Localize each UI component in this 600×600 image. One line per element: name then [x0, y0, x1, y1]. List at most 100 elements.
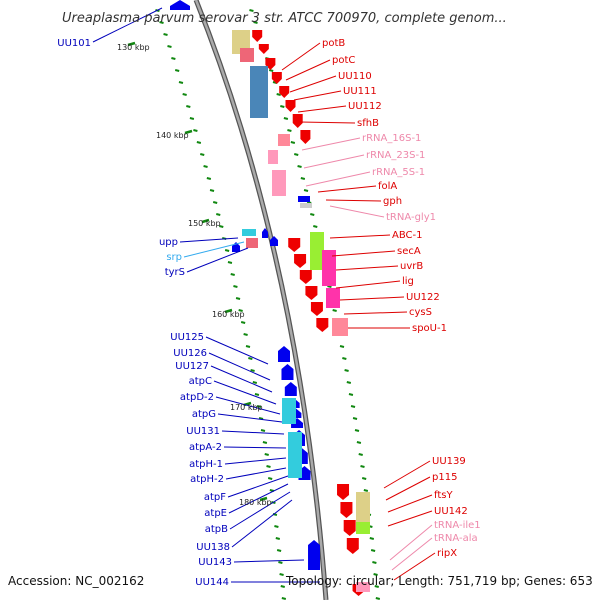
gene-box [288, 432, 302, 478]
gene-label[interactable]: ripX [437, 548, 457, 559]
tick-dash [373, 573, 378, 576]
gene-label[interactable]: atpB [205, 524, 228, 535]
tick-dash [178, 81, 184, 84]
gene-arrow [258, 44, 269, 54]
gene-label[interactable]: atpH-2 [190, 474, 224, 485]
gene-label[interactable]: upp [159, 237, 178, 248]
gene-arrow [305, 286, 318, 300]
gene-label[interactable]: UU122 [406, 292, 440, 303]
gene-label[interactable]: UU144 [195, 577, 229, 588]
tick-dash [310, 213, 315, 216]
leader-line [285, 59, 331, 81]
gene-arrow [340, 502, 353, 518]
leader-line [389, 524, 433, 561]
tick-dash [279, 573, 284, 576]
gene-label[interactable]: tRNA-ala [434, 533, 478, 544]
tick-dash [294, 153, 299, 156]
gene-label[interactable]: folA [378, 181, 397, 192]
leader-line [387, 494, 433, 513]
tick-dash [358, 453, 363, 456]
gene-label[interactable]: rRNA_5S-1 [372, 167, 425, 178]
gene-label[interactable]: UU142 [434, 506, 468, 517]
gene-arrow [343, 520, 356, 536]
gene-label[interactable]: potB [322, 38, 345, 49]
gene-label[interactable]: sfhB [357, 118, 379, 129]
gene-label[interactable]: secA [397, 246, 421, 257]
tick-dash [280, 105, 285, 108]
tick-dash [254, 393, 260, 396]
tick-dash [372, 561, 377, 564]
gene-label[interactable]: UU101 [57, 38, 91, 49]
gene-label[interactable]: UU111 [343, 86, 377, 97]
gene-label[interactable]: UU131 [186, 426, 220, 437]
major-tick [127, 41, 136, 47]
tick-dash [361, 477, 367, 480]
gene-label[interactable]: atpH-1 [189, 459, 223, 470]
leader-line [213, 380, 277, 405]
tick-dash [290, 141, 296, 144]
gene-labels-left: UU101 upp srp tyrS UU125 UU126 UU127 atp… [57, 38, 232, 588]
gene-label[interactable]: atpA-2 [189, 442, 222, 453]
gene-label[interactable]: UU126 [173, 348, 207, 359]
gene-label[interactable]: atpG [192, 409, 216, 420]
gene-label[interactable]: atpC [189, 376, 212, 387]
tick-dash [352, 417, 358, 420]
tick-dash [360, 465, 365, 468]
gene-label[interactable]: uvrB [400, 261, 423, 272]
tick-dash [256, 405, 262, 408]
gene-label[interactable]: tRNA-gly1 [386, 212, 436, 223]
gene-label[interactable]: UU127 [175, 361, 209, 372]
gene-label[interactable]: UU138 [196, 542, 230, 553]
gene-label[interactable]: ABC-1 [392, 230, 422, 241]
leader-line [297, 105, 347, 113]
gene-label[interactable]: tRNA-ile1 [434, 520, 481, 531]
gene-box [310, 232, 324, 270]
leader-line [385, 476, 431, 501]
tick-label-160: 160 kbp [212, 310, 245, 319]
tick-dash [283, 117, 289, 120]
gene-arrow [292, 114, 303, 128]
tick-dash [260, 429, 266, 432]
leader-line [289, 75, 337, 93]
leader-line [224, 457, 287, 465]
leader-line [215, 396, 281, 415]
gene-arrow [300, 130, 311, 144]
gene-label[interactable]: UU112 [348, 101, 382, 112]
gene-label[interactable]: UU110 [338, 71, 372, 82]
tick-dash [332, 309, 337, 312]
gene-box [332, 318, 348, 336]
leader-line [393, 552, 436, 581]
gene-label[interactable]: srp [166, 252, 182, 263]
gene-label[interactable]: atpE [204, 508, 227, 519]
gene-label[interactable]: UU139 [432, 456, 466, 467]
gene-label[interactable]: atpD-2 [180, 392, 214, 403]
gene-label[interactable]: UU125 [170, 332, 204, 343]
gene-features [170, 0, 370, 596]
tick-dash [171, 57, 176, 60]
gene-label[interactable]: p115 [432, 472, 457, 483]
tick-dash [369, 537, 375, 540]
gene-label[interactable]: tyrS [165, 267, 185, 278]
tick-dash [193, 129, 198, 132]
gene-label[interactable]: potC [332, 55, 355, 66]
gene-label[interactable]: UU143 [198, 557, 232, 568]
tick-dash [230, 273, 235, 276]
major-tick [224, 308, 233, 314]
tick-dash [243, 333, 248, 336]
gene-label[interactable]: lig [402, 276, 414, 287]
tick-dash [313, 225, 318, 228]
gene-label[interactable]: gph [383, 196, 402, 207]
gene-label[interactable]: rRNA_16S-1 [362, 133, 421, 144]
gene-label[interactable]: ftsY [434, 490, 453, 501]
tick-dash [274, 525, 279, 528]
leader-line [281, 42, 321, 71]
gene-label[interactable]: rRNA_23S-1 [366, 150, 425, 161]
gene-label[interactable]: spoU-1 [412, 323, 447, 334]
tick-dash [196, 141, 202, 144]
gene-box [240, 48, 254, 62]
gene-label[interactable]: atpF [204, 492, 226, 503]
leader-line [293, 90, 342, 101]
gene-label[interactable]: cysS [409, 307, 432, 318]
leader-line [221, 430, 285, 435]
leader-line [225, 467, 287, 480]
